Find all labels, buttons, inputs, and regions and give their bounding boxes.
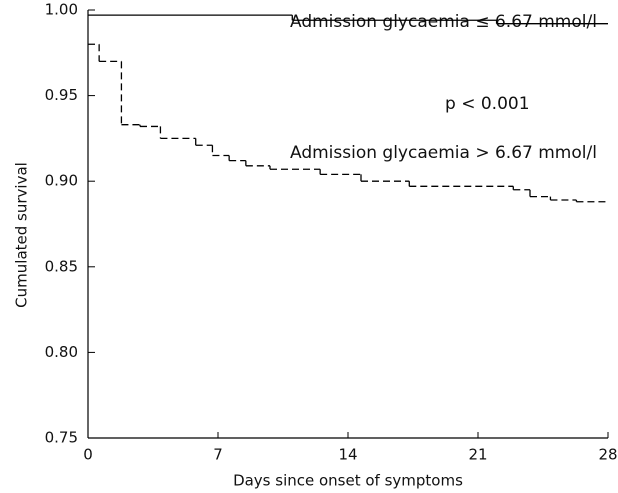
annotation: Admission glycaemia > 6.67 mmol/l [290, 143, 597, 163]
annotation: Admission glycaemia ≤ 6.67 mmol/l [290, 12, 597, 32]
x-tick-label: 7 [213, 446, 223, 464]
y-axis-label: Cumulated survival [13, 162, 31, 308]
y-tick-label: 0.80 [45, 343, 78, 361]
y-tick-label: 1.00 [45, 1, 78, 19]
y-tick-label: 0.95 [45, 86, 78, 104]
annotation: p < 0.001 [445, 94, 530, 114]
x-tick-label: 0 [83, 446, 93, 464]
y-tick-label: 0.75 [45, 429, 78, 447]
x-tick-label: 21 [468, 446, 487, 464]
y-tick-label: 0.90 [45, 172, 78, 190]
x-tick-label: 14 [338, 446, 357, 464]
x-axis-label: Days since onset of symptoms [233, 472, 463, 490]
y-tick-label: 0.85 [45, 257, 78, 275]
x-tick-label: 28 [598, 446, 617, 464]
